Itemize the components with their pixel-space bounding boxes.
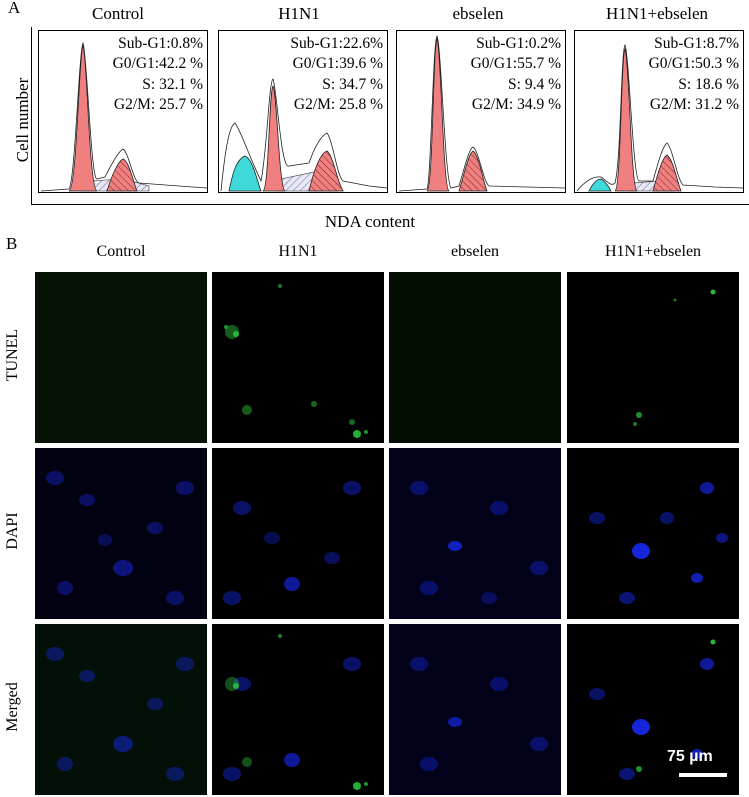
y-axis-label: Cell number: [13, 77, 32, 163]
stat-s: S: 34.7 %: [322, 75, 383, 93]
micrograph-tunel-ebselen: [389, 272, 561, 443]
stat-g0-g1: G0/G1:55.7 %: [470, 55, 561, 73]
histogram-ebselen: Sub-G1:0.2% G0/G1:55.7 % S: 9.4 % G2/M: …: [396, 30, 566, 193]
stat-s: S: 18.6 %: [678, 75, 739, 93]
panel-b-letter: B: [6, 234, 18, 253]
x-axis-label: NDA content: [324, 212, 416, 231]
scale-bar: [679, 773, 727, 777]
stat-sub-g1: Sub-G1:22.6%: [290, 35, 383, 52]
hist-title-h1n1: H1N1: [278, 4, 320, 23]
micrograph-dapi-h1n1: [212, 448, 384, 619]
micrograph-merged-h1n1: [212, 624, 384, 795]
micrograph-merged-h1n1-ebselen: 75 µm: [567, 624, 739, 795]
micrograph-tunel-control: [35, 272, 207, 443]
row-label-tunel: TUNEL: [4, 328, 21, 382]
stat-g0-g1: G0/G1:39.6 %: [292, 55, 383, 73]
stat-g2-m: G2/M: 31.2 %: [649, 95, 739, 113]
hist-title-h1n1-ebselen: H1N1+ebselen: [605, 4, 709, 23]
row-label-merged: Merged: [4, 682, 21, 732]
stat-g0-g1: G0/G1:50.3 %: [648, 55, 739, 73]
x-axis-line: [31, 204, 749, 205]
hist-title-ebselen: ebselen: [452, 4, 504, 23]
micro-col-title-ebselen: ebselen: [451, 243, 499, 260]
micro-col-title-control: Control: [96, 243, 146, 260]
stat-g0-g1: G0/G1:42.2 %: [112, 55, 203, 73]
micrograph-merged-ebselen: [389, 624, 561, 795]
panel-a-letter: A: [8, 0, 21, 17]
stat-sub-g1: Sub-G1:0.2%: [476, 35, 561, 52]
y-axis-line: [31, 27, 32, 205]
stat-sub-g1: Sub-G1:8.7%: [654, 35, 739, 52]
scale-bar-label: 75 µm: [667, 748, 713, 765]
histogram-h1n1-ebselen: Sub-G1:8.7% G0/G1:50.3 % S: 18.6 % G2/M:…: [574, 30, 744, 193]
histogram-control: Sub-G1:0.8% G0/G1:42.2 % S: 32.1 % G2/M:…: [38, 30, 208, 193]
micrograph-merged-control: [35, 624, 207, 795]
micrograph-dapi-h1n1-ebselen: [567, 448, 739, 619]
row-label-dapi: DAPI: [4, 512, 21, 550]
micrograph-dapi-ebselen: [389, 448, 561, 619]
stat-g2-m: G2/M: 34.9 %: [471, 95, 561, 113]
micro-col-title-h1n1: H1N1: [278, 243, 318, 260]
stat-s: S: 32.1 %: [142, 75, 203, 93]
stat-sub-g1: Sub-G1:0.8%: [118, 35, 203, 52]
micro-col-title-h1n1-ebselen: H1N1+ebselen: [604, 243, 702, 260]
stat-s: S: 9.4 %: [508, 75, 561, 93]
micrograph-tunel-h1n1: [212, 272, 384, 443]
micrograph-dapi-control: [35, 448, 207, 619]
micrograph-tunel-h1n1-ebselen: [567, 272, 739, 443]
histogram-h1n1: Sub-G1:22.6% G0/G1:39.6 % S: 34.7 % G2/M…: [218, 30, 388, 193]
hist-title-control: Control: [92, 4, 144, 23]
stat-g2-m: G2/M: 25.8 %: [293, 95, 383, 113]
stat-g2-m: G2/M: 25.7 %: [113, 95, 203, 113]
